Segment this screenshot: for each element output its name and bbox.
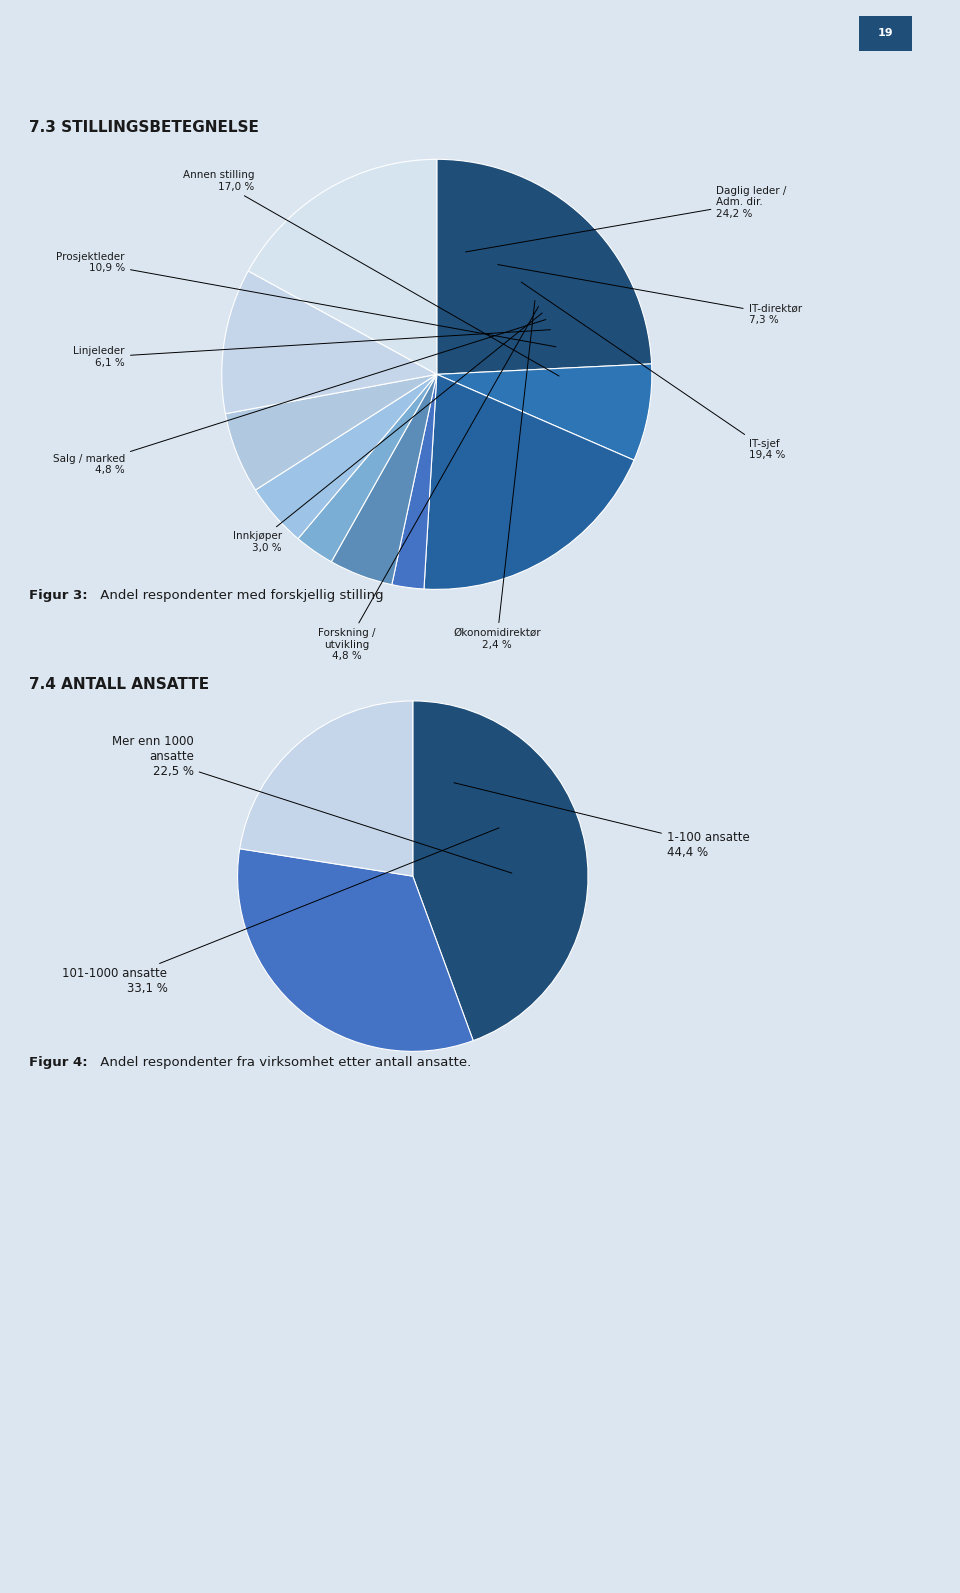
Text: Økonomidirektør
2,4 %: Økonomidirektør 2,4 % <box>453 301 540 650</box>
Text: 7.3 STILLINGSBETEGNELSE: 7.3 STILLINGSBETEGNELSE <box>29 119 258 135</box>
Text: 1-100 ansatte
44,4 %: 1-100 ansatte 44,4 % <box>454 782 750 859</box>
Wedge shape <box>249 159 437 374</box>
Wedge shape <box>437 363 652 460</box>
Wedge shape <box>413 701 588 1040</box>
Wedge shape <box>331 374 437 585</box>
Text: IT-sjef
19,4 %: IT-sjef 19,4 % <box>521 282 785 460</box>
Wedge shape <box>392 374 437 589</box>
Text: Annen stilling
17,0 %: Annen stilling 17,0 % <box>182 170 559 376</box>
Text: Andel respondenter fra virksomhet etter antall ansatte.: Andel respondenter fra virksomhet etter … <box>96 1056 471 1069</box>
Text: Andel respondenter med forskjellig stilling: Andel respondenter med forskjellig still… <box>96 589 384 602</box>
Text: 19: 19 <box>877 29 894 38</box>
Text: 101-1000 ansatte
33,1 %: 101-1000 ansatte 33,1 % <box>62 828 499 996</box>
Text: Figur 3:: Figur 3: <box>29 589 87 602</box>
Text: Salg / marked
4,8 %: Salg / marked 4,8 % <box>53 320 546 475</box>
Wedge shape <box>298 374 437 562</box>
Text: 7.4 ANTALL ANSATTE: 7.4 ANTALL ANSATTE <box>29 677 209 693</box>
Wedge shape <box>237 849 473 1051</box>
Text: Mer enn 1000
ansatte
22,5 %: Mer enn 1000 ansatte 22,5 % <box>112 736 512 873</box>
Wedge shape <box>226 374 437 491</box>
Wedge shape <box>240 701 413 876</box>
Text: Forskning /
utvikling
4,8 %: Forskning / utvikling 4,8 % <box>318 306 539 661</box>
Wedge shape <box>255 374 437 538</box>
Wedge shape <box>437 159 652 374</box>
Text: IT-direktør
7,3 %: IT-direktør 7,3 % <box>498 264 802 325</box>
Wedge shape <box>424 374 634 589</box>
Text: Linjeleder
6,1 %: Linjeleder 6,1 % <box>74 330 550 368</box>
Text: Daglig leder /
Adm. dir.
24,2 %: Daglig leder / Adm. dir. 24,2 % <box>466 186 787 252</box>
Text: Figur 4:: Figur 4: <box>29 1056 87 1069</box>
Wedge shape <box>222 271 437 414</box>
Text: Prosjektleder
10,9 %: Prosjektleder 10,9 % <box>57 252 556 347</box>
Text: Innkjøper
3,0 %: Innkjøper 3,0 % <box>233 312 542 553</box>
